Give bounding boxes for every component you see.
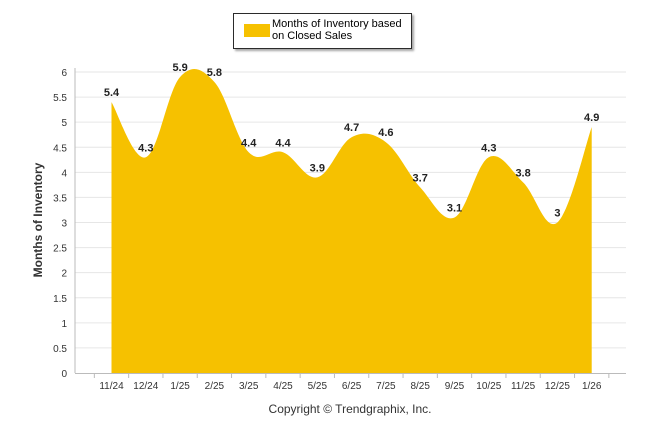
data-label: 5.8 (207, 67, 222, 79)
x-tick-label: 12/24 (133, 381, 158, 392)
data-label: 4.9 (584, 112, 599, 124)
x-tick-label: 11/25 (511, 381, 536, 392)
data-label: 3 (554, 208, 560, 220)
legend-label: Months of Inventory based on Closed Sale… (272, 18, 402, 42)
data-label: 4.4 (275, 137, 291, 149)
data-label: 5.4 (104, 87, 120, 99)
y-axis-label: Months of Inventory (31, 162, 45, 278)
legend: Months of Inventory based on Closed Sale… (233, 13, 412, 49)
y-tick-label: 3.5 (53, 193, 67, 204)
y-tick-label: 2 (61, 269, 67, 280)
data-label: 4.7 (344, 122, 359, 134)
data-label: 3.1 (447, 202, 462, 214)
y-tick-label: 5.5 (53, 93, 67, 104)
y-tick-label: 2.5 (53, 244, 67, 255)
x-tick-label: 7/25 (376, 381, 396, 392)
x-tick-label: 6/25 (342, 381, 362, 392)
x-tick-label: 1/26 (582, 381, 602, 392)
x-tick-label: 10/25 (476, 381, 501, 392)
data-label: 4.3 (138, 142, 153, 154)
area-series (111, 69, 592, 373)
data-label: 3.9 (310, 162, 325, 174)
y-tick-label: 1 (61, 319, 67, 330)
x-tick-label: 9/25 (445, 381, 465, 392)
x-tick-label: 11/24 (99, 381, 124, 392)
y-tick-label: 3 (61, 219, 67, 230)
x-tick-label: 5/25 (308, 381, 328, 392)
y-tick-label: 1.5 (53, 294, 67, 305)
area-fill (111, 69, 592, 373)
data-label: 4.6 (378, 127, 393, 139)
data-label: 3.7 (413, 172, 428, 184)
data-label: 3.8 (515, 167, 530, 179)
y-tick-label: 0.5 (53, 344, 67, 355)
legend-swatch (244, 24, 270, 37)
y-tick-label: 5 (61, 118, 67, 129)
y-tick-label: 6 (61, 68, 67, 79)
y-tick-label: 4.5 (53, 143, 67, 154)
x-tick-label: 4/25 (273, 381, 293, 392)
x-tick-label: 2/25 (205, 381, 225, 392)
y-tick-label: 4 (61, 168, 67, 179)
data-label: 5.9 (172, 62, 187, 74)
data-label: 4.3 (481, 142, 496, 154)
x-tick-label: 8/25 (410, 381, 430, 392)
x-tick-label: 3/25 (239, 381, 259, 392)
copyright-footer: Copyright © Trendgraphix, Inc. (268, 402, 432, 416)
axes: 0 0.5 1 1.5 2 2.5 3 3.5 4 4.5 5 5.5 6 11/24 12/24 1/25 2… (53, 68, 626, 392)
x-tick-label: 1/25 (170, 381, 190, 392)
data-label: 4.4 (241, 137, 257, 149)
x-tick-label: 12/25 (545, 381, 570, 392)
y-tick-label: 0 (61, 369, 67, 380)
data-labels: 5.4 4.3 5.9 5.8 4.4 4.4 3.9 4.7 4.6 3.7 3.1 4.3 3.8 3… (104, 62, 599, 219)
